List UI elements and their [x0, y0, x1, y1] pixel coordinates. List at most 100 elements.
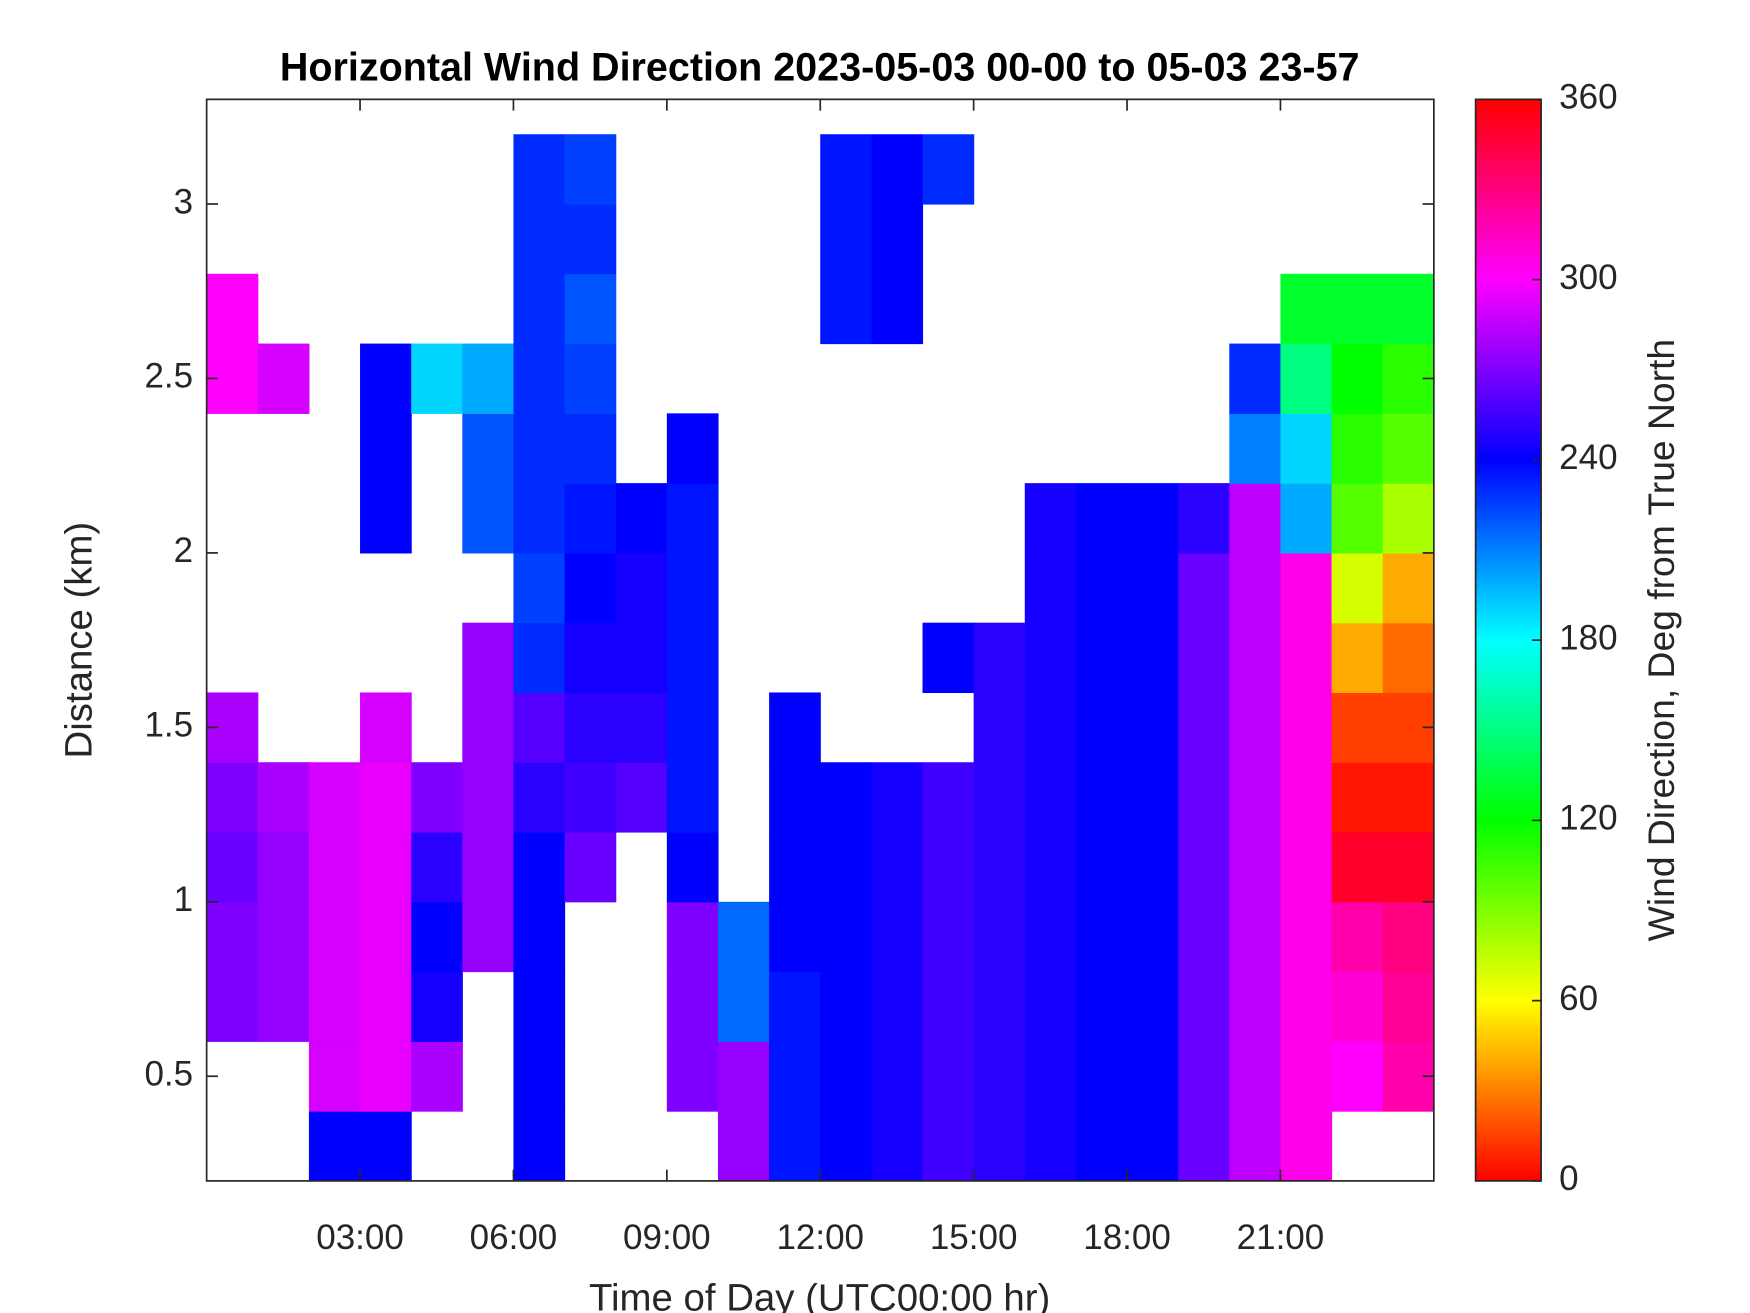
heat-cell — [564, 762, 617, 833]
heat-cell — [1382, 483, 1435, 554]
heat-cell — [462, 413, 515, 484]
heat-cell — [1331, 483, 1384, 554]
colorbar-tick-label: 180 — [1559, 618, 1617, 657]
heat-cell — [1024, 1111, 1077, 1182]
heat-cell — [1127, 622, 1179, 694]
heat-cell — [1229, 762, 1282, 833]
heat-cell — [1127, 552, 1179, 624]
heat-cell — [1331, 901, 1384, 973]
heat-cell — [206, 273, 259, 345]
heat-cell — [1280, 971, 1333, 1042]
heat-cell — [666, 832, 719, 903]
heat-cell — [871, 204, 924, 275]
heat-cell — [1024, 762, 1077, 833]
heat-cell — [871, 971, 924, 1042]
heat-cell — [820, 204, 872, 275]
heat-cell — [820, 762, 872, 833]
heat-cell — [820, 134, 872, 205]
heat-cell — [769, 1111, 821, 1182]
heat-cell — [973, 1041, 1026, 1112]
heat-cell — [564, 832, 617, 903]
x-tick-label: 18:00 — [1083, 1218, 1171, 1257]
heat-cell — [1331, 832, 1384, 903]
heat-cell — [206, 832, 259, 903]
heat-cell — [615, 483, 668, 554]
heat-cell — [1127, 832, 1179, 903]
heat-cell — [513, 204, 566, 275]
heat-cell — [257, 762, 310, 833]
heat-cell — [1178, 1111, 1230, 1182]
heat-cell — [1331, 762, 1384, 833]
x-tick-label: 06:00 — [470, 1218, 558, 1257]
heat-cell — [1075, 552, 1128, 624]
heat-cell — [1382, 762, 1435, 833]
heat-cell — [1075, 1111, 1128, 1182]
heat-cell — [564, 552, 617, 624]
heat-cell — [769, 971, 821, 1042]
heat-cell — [615, 692, 668, 763]
heat-cell — [1229, 692, 1282, 763]
heat-cell — [308, 971, 361, 1042]
heat-cell — [666, 622, 719, 694]
heat-cell — [564, 692, 617, 763]
heat-cell — [513, 343, 566, 414]
heat-cell — [513, 1041, 566, 1112]
heat-cell — [1024, 1041, 1077, 1112]
heat-cell — [1280, 1041, 1333, 1112]
heat-cell — [360, 762, 412, 833]
heat-cell — [308, 1041, 361, 1112]
heat-cell — [1382, 622, 1435, 694]
heat-cell — [1075, 1041, 1128, 1112]
heat-cell — [1127, 971, 1179, 1042]
heat-cell — [871, 1041, 924, 1112]
heat-cell — [513, 971, 566, 1042]
heat-cell — [615, 622, 668, 694]
chart-title: Horizontal Wind Direction 2023-05-03 00-… — [280, 45, 1360, 89]
heat-cell — [513, 273, 566, 345]
heat-cell — [1178, 552, 1230, 624]
heat-cell — [871, 1111, 924, 1182]
heat-cell — [360, 483, 412, 554]
y-tick-label: 2.5 — [144, 357, 193, 396]
heat-cell — [564, 413, 617, 484]
x-tick-label: 03:00 — [316, 1218, 404, 1257]
heat-cell — [1229, 343, 1282, 414]
heat-cell — [769, 692, 821, 763]
heat-cell — [820, 901, 872, 973]
heat-cell — [411, 343, 463, 414]
heat-cell — [922, 622, 975, 694]
heat-cell — [1178, 762, 1230, 833]
heat-cell — [666, 971, 719, 1042]
x-tick-label: 09:00 — [623, 1218, 711, 1257]
heat-cell — [922, 1041, 975, 1112]
heat-cell — [871, 832, 924, 903]
x-axis-label: Time of Day (UTC00:00 hr) — [589, 1277, 1050, 1313]
heat-cell — [1075, 832, 1128, 903]
x-tick-label: 12:00 — [776, 1218, 864, 1257]
heat-cell — [206, 971, 259, 1042]
heat-cell — [513, 1111, 566, 1182]
heat-cell — [462, 832, 515, 903]
heat-cell — [1331, 622, 1384, 694]
heat-cell — [1280, 483, 1333, 554]
heat-cell — [206, 762, 259, 833]
heat-cell — [973, 971, 1026, 1042]
heat-cell — [973, 692, 1026, 763]
heat-cell — [1382, 971, 1435, 1042]
heat-cell — [308, 762, 361, 833]
heat-cell — [308, 901, 361, 973]
heat-cell — [922, 971, 975, 1042]
heat-cell — [769, 1041, 821, 1112]
heat-cell — [973, 1111, 1026, 1182]
heat-cell — [1229, 971, 1282, 1042]
colorbar-tick-label: 0 — [1559, 1159, 1578, 1198]
heat-cell — [973, 762, 1026, 833]
heat-cell — [360, 1041, 412, 1112]
heat-cell — [1331, 413, 1384, 484]
heat-cell — [1280, 343, 1333, 414]
heat-cell — [308, 832, 361, 903]
heat-cell — [513, 832, 566, 903]
y-tick-label: 2 — [174, 531, 193, 570]
heat-cell — [922, 832, 975, 903]
